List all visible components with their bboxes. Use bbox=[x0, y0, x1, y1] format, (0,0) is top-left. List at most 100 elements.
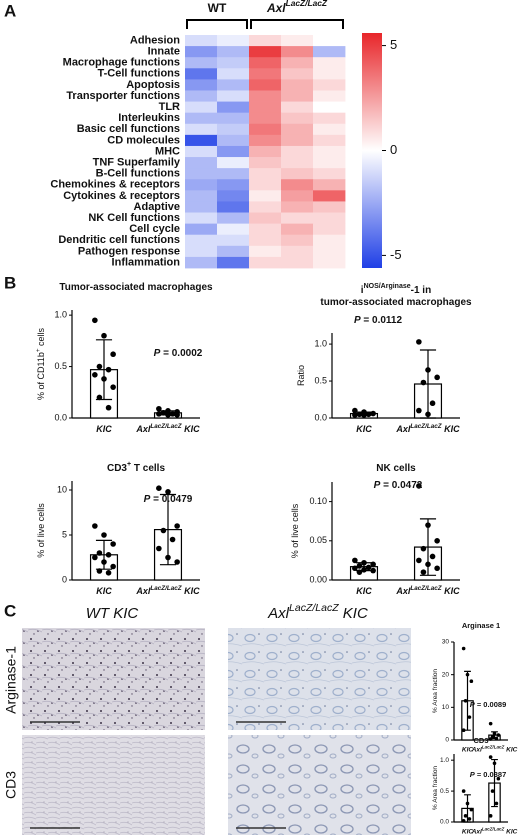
heatmap-cell bbox=[185, 168, 218, 180]
data-point bbox=[174, 523, 180, 529]
heatmap-cell bbox=[281, 68, 314, 80]
heatmap-cell bbox=[249, 57, 282, 69]
data-point bbox=[416, 557, 422, 564]
data-point bbox=[492, 761, 497, 766]
data-point bbox=[461, 646, 466, 651]
row-label: Pathogen response bbox=[78, 245, 180, 257]
row-label: Apoptosis bbox=[126, 79, 180, 91]
data-point bbox=[96, 568, 103, 574]
heatmap-cell bbox=[281, 90, 314, 102]
heatmap-cell bbox=[281, 168, 314, 180]
data-point bbox=[160, 410, 167, 416]
row-label: Adaptive bbox=[134, 201, 180, 213]
heatmap-cell bbox=[313, 68, 346, 80]
group-bracket bbox=[250, 19, 344, 29]
heatmap-cell bbox=[217, 134, 250, 147]
x-tick-label: KIC bbox=[96, 586, 112, 596]
data-point bbox=[461, 728, 466, 732]
y-tick-label: 0.0 bbox=[440, 819, 449, 826]
data-point bbox=[352, 407, 358, 414]
row-label: CD molecules bbox=[107, 134, 180, 146]
row-label: Macrophage functions bbox=[63, 57, 180, 69]
data-point bbox=[488, 755, 493, 759]
colorbar-tick-label: -5 bbox=[390, 247, 402, 262]
heatmap-cell bbox=[281, 245, 314, 258]
x-tick-label: AxlLacZ/LacZ KIC bbox=[471, 826, 518, 835]
heatmap-cell bbox=[281, 145, 314, 158]
data-point bbox=[105, 404, 112, 411]
heatmap-cell bbox=[249, 112, 282, 125]
heatmap-cell bbox=[185, 245, 218, 258]
heatmap-cell bbox=[249, 212, 282, 225]
y-tick-label: 0.10 bbox=[309, 496, 327, 506]
heatmap-cell bbox=[185, 157, 218, 169]
heatmap-cell bbox=[313, 123, 346, 136]
heatmap-cell bbox=[217, 46, 250, 58]
heatmap-cell bbox=[281, 79, 314, 91]
heatmap-cell bbox=[217, 145, 250, 158]
chart-title: CD3 bbox=[473, 736, 488, 745]
y-tick-label: 0.5 bbox=[314, 375, 327, 385]
heatmap-cell bbox=[249, 256, 282, 269]
chart-title: NK cells bbox=[376, 463, 416, 474]
data-point bbox=[156, 545, 162, 552]
data-point bbox=[92, 317, 98, 324]
heatmap-cell bbox=[217, 223, 250, 236]
annotation: P = 0.0112 bbox=[354, 315, 403, 326]
chart-title: Tumor-associated macrophages bbox=[59, 282, 213, 293]
row-label: Basic cell functions bbox=[77, 123, 180, 135]
group-label: WT bbox=[208, 1, 227, 15]
heatmap-cell bbox=[313, 134, 346, 147]
data-point bbox=[494, 801, 499, 806]
y-axis-label: % of CD11b+ cells bbox=[35, 327, 46, 400]
y-axis-label: % of live cells bbox=[290, 503, 300, 558]
heatmap-cell bbox=[249, 90, 282, 102]
y-tick-label: 30 bbox=[442, 639, 450, 646]
data-point bbox=[465, 672, 470, 677]
colorbar-tick-label: 0 bbox=[390, 142, 397, 157]
y-tick-label: 1.0 bbox=[440, 757, 449, 764]
image-column-label: AxlLacZ/LacZ KIC bbox=[267, 602, 368, 622]
data-point bbox=[156, 411, 162, 417]
data-point bbox=[96, 550, 103, 556]
row-label: Chemokines & receptors bbox=[50, 179, 180, 191]
micrograph bbox=[22, 735, 205, 835]
y-tick-label: 0.0 bbox=[314, 412, 327, 422]
heatmap-cell bbox=[281, 134, 314, 147]
data-point bbox=[101, 559, 107, 565]
heatmap-cell bbox=[281, 112, 314, 125]
data-point bbox=[110, 563, 116, 570]
y-axis-label: % Area fraction bbox=[432, 669, 439, 713]
data-point bbox=[465, 801, 470, 806]
heatmap-cell bbox=[217, 245, 250, 258]
y-tick-label: 10 bbox=[442, 704, 450, 711]
data-point bbox=[92, 372, 98, 378]
data-point bbox=[370, 567, 376, 574]
colorbar-tick-label: 5 bbox=[390, 37, 397, 52]
micrograph bbox=[228, 735, 411, 835]
heatmap-cell bbox=[281, 223, 314, 236]
row-label: Inflammation bbox=[112, 256, 181, 268]
heatmap-cell bbox=[217, 101, 250, 114]
annotation: P = 0.0479 bbox=[144, 494, 193, 505]
data-point bbox=[434, 374, 440, 381]
data-point bbox=[356, 411, 363, 418]
data-point bbox=[101, 376, 107, 382]
data-point bbox=[488, 721, 493, 726]
heatmap-cell bbox=[313, 234, 346, 247]
data-point bbox=[469, 807, 474, 812]
panel-label: A bbox=[4, 1, 16, 20]
heatmap-cell bbox=[249, 68, 282, 80]
x-tick-label: AxlLacZ/LacZ KIC bbox=[471, 744, 518, 753]
data-point bbox=[160, 527, 167, 534]
data-point bbox=[429, 553, 436, 560]
data-point bbox=[105, 366, 112, 373]
image-column-label: WT KIC bbox=[86, 605, 139, 622]
heatmap-cell bbox=[249, 168, 282, 180]
heatmap-cell bbox=[313, 112, 346, 125]
heatmap-cell bbox=[313, 79, 346, 91]
y-axis-label: % of live cells bbox=[36, 503, 46, 558]
heatmap-cell bbox=[217, 79, 250, 91]
data-point bbox=[352, 557, 358, 564]
